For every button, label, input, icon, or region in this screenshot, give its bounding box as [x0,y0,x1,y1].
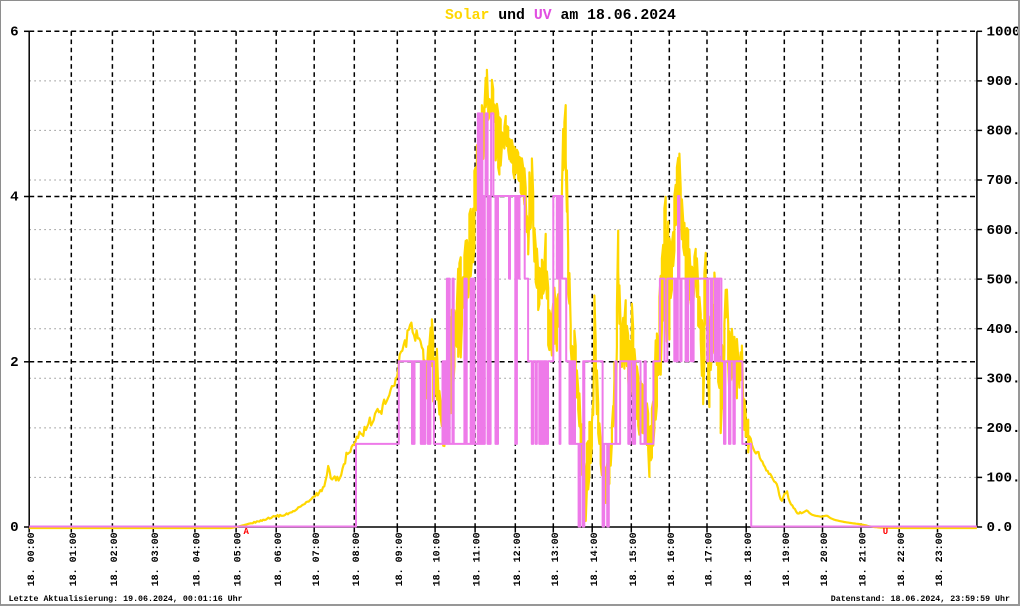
svg-text:0: 0 [10,520,19,536]
svg-text:18. 08:00: 18. 08:00 [352,532,363,586]
svg-text:800.0: 800.0 [987,124,1020,140]
svg-text:U: U [883,527,888,537]
svg-text:18. 01:00: 18. 01:00 [69,532,80,586]
svg-text:18. 05:00: 18. 05:00 [234,532,245,586]
svg-text:2: 2 [10,355,19,371]
svg-text:18. 23:00: 18. 23:00 [935,532,946,586]
svg-text:700.0: 700.0 [987,173,1020,189]
svg-text:18. 00:00: 18. 00:00 [27,532,38,586]
svg-text:Datenstand: 18.06.2024, 23:59:: Datenstand: 18.06.2024, 23:59:59 Uhr [831,594,1010,604]
svg-text:18. 16:00: 18. 16:00 [667,532,678,586]
svg-text:18. 07:00: 18. 07:00 [312,532,323,586]
svg-text:500.0: 500.0 [987,272,1020,288]
svg-text:18. 22:00: 18. 22:00 [897,532,908,586]
svg-text:18. 21:00: 18. 21:00 [859,532,870,586]
svg-text:1000: 1000 [987,25,1020,41]
svg-text:18. 20:00: 18. 20:00 [820,532,831,586]
svg-text:18. 03:00: 18. 03:00 [151,532,162,586]
svg-text:200.0: 200.0 [987,421,1020,437]
svg-text:4: 4 [10,190,19,206]
svg-text:Letzte Aktualisierung: 19.06.2: Letzte Aktualisierung: 19.06.2024, 00:01… [9,594,243,604]
svg-text:18. 12:00: 18. 12:00 [513,532,524,586]
svg-text:0.0: 0.0 [987,520,1013,536]
svg-text:A: A [244,527,250,537]
svg-text:400.0: 400.0 [987,322,1020,338]
svg-text:6: 6 [10,24,19,40]
svg-text:18. 14:00: 18. 14:00 [590,532,601,586]
svg-text:18. 06:00: 18. 06:00 [274,532,285,586]
svg-text:Solar und UV am 18.06.2024: Solar und UV am 18.06.2024 [445,8,676,24]
svg-text:100.0: 100.0 [987,471,1020,487]
svg-text:18. 13:00: 18. 13:00 [551,532,562,586]
svg-text:900.0: 900.0 [987,74,1020,90]
svg-text:18. 15:00: 18. 15:00 [629,532,640,586]
svg-text:18. 11:00: 18. 11:00 [473,532,484,586]
svg-text:18. 02:00: 18. 02:00 [110,532,121,586]
svg-text:18. 17:00: 18. 17:00 [705,532,716,586]
svg-text:18. 04:00: 18. 04:00 [193,532,204,586]
svg-text:18. 10:00: 18. 10:00 [433,532,444,586]
svg-text:18. 18:00: 18. 18:00 [744,532,755,586]
svg-text:18. 09:00: 18. 09:00 [395,532,406,586]
svg-text:18. 19:00: 18. 19:00 [782,532,793,586]
svg-text:300.0: 300.0 [987,372,1020,388]
svg-text:600.0: 600.0 [987,223,1020,239]
